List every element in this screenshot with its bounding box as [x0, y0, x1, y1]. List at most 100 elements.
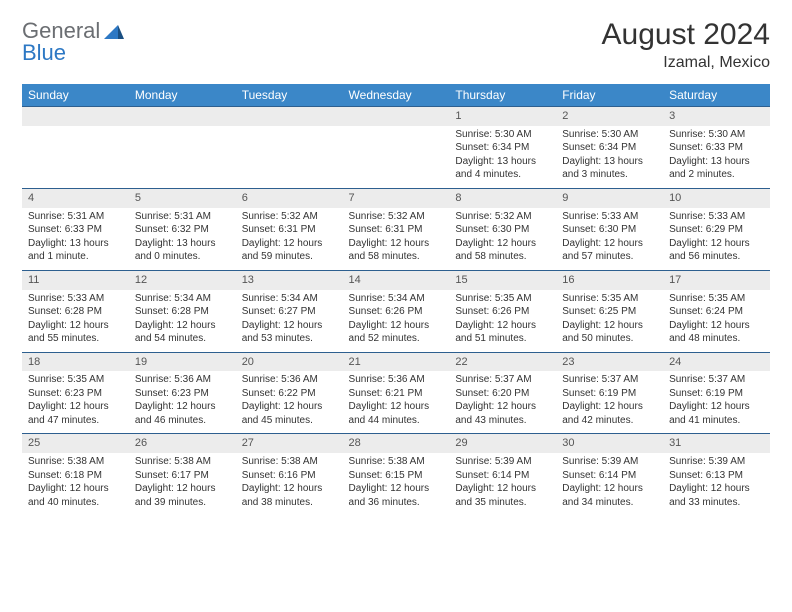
sunrise-line: Sunrise: 5:34 AM — [242, 292, 337, 306]
day-cell: 4Sunrise: 5:31 AMSunset: 6:33 PMDaylight… — [22, 188, 129, 270]
sunrise-line: Sunrise: 5:33 AM — [669, 210, 764, 224]
sunset-line: Sunset: 6:13 PM — [669, 469, 764, 483]
day-cell: 3Sunrise: 5:30 AMSunset: 6:33 PMDaylight… — [663, 107, 770, 189]
day-cell: 14Sunrise: 5:34 AMSunset: 6:26 PMDayligh… — [343, 270, 450, 352]
sunrise-line: Sunrise: 5:32 AM — [455, 210, 550, 224]
sunrise-line: Sunrise: 5:34 AM — [135, 292, 230, 306]
empty-day-number — [343, 107, 450, 126]
day-cell: 25Sunrise: 5:38 AMSunset: 6:18 PMDayligh… — [22, 434, 129, 515]
day-number: 29 — [449, 434, 556, 453]
day-cell: 1Sunrise: 5:30 AMSunset: 6:34 PMDaylight… — [449, 107, 556, 189]
sunrise-line: Sunrise: 5:38 AM — [135, 455, 230, 469]
day-number: 20 — [236, 353, 343, 372]
day-cell: 23Sunrise: 5:37 AMSunset: 6:19 PMDayligh… — [556, 352, 663, 434]
sunset-line: Sunset: 6:23 PM — [28, 387, 123, 401]
daylight-line: Daylight: 12 hours and 51 minutes. — [455, 319, 550, 346]
sunset-line: Sunset: 6:34 PM — [562, 141, 657, 155]
sunrise-line: Sunrise: 5:39 AM — [562, 455, 657, 469]
sunrise-line: Sunrise: 5:38 AM — [28, 455, 123, 469]
day-number: 8 — [449, 189, 556, 208]
sunset-line: Sunset: 6:30 PM — [455, 223, 550, 237]
day-cell: 31Sunrise: 5:39 AMSunset: 6:13 PMDayligh… — [663, 434, 770, 515]
sunrise-line: Sunrise: 5:31 AM — [28, 210, 123, 224]
day-number: 1 — [449, 107, 556, 126]
day-cell: 12Sunrise: 5:34 AMSunset: 6:28 PMDayligh… — [129, 270, 236, 352]
day-details: Sunrise: 5:37 AMSunset: 6:19 PMDaylight:… — [556, 371, 663, 433]
sunrise-line: Sunrise: 5:32 AM — [242, 210, 337, 224]
day-details: Sunrise: 5:38 AMSunset: 6:17 PMDaylight:… — [129, 453, 236, 515]
day-details: Sunrise: 5:35 AMSunset: 6:23 PMDaylight:… — [22, 371, 129, 433]
day-cell: 30Sunrise: 5:39 AMSunset: 6:14 PMDayligh… — [556, 434, 663, 515]
day-cell: 9Sunrise: 5:33 AMSunset: 6:30 PMDaylight… — [556, 188, 663, 270]
day-cell: 6Sunrise: 5:32 AMSunset: 6:31 PMDaylight… — [236, 188, 343, 270]
daylight-line: Daylight: 12 hours and 44 minutes. — [349, 400, 444, 427]
daylight-line: Daylight: 12 hours and 59 minutes. — [242, 237, 337, 264]
day-cell — [343, 107, 450, 189]
calendar-week-row: 25Sunrise: 5:38 AMSunset: 6:18 PMDayligh… — [22, 434, 770, 515]
sunset-line: Sunset: 6:26 PM — [455, 305, 550, 319]
sunrise-line: Sunrise: 5:36 AM — [349, 373, 444, 387]
sunrise-line: Sunrise: 5:38 AM — [349, 455, 444, 469]
daylight-line: Daylight: 12 hours and 47 minutes. — [28, 400, 123, 427]
daylight-line: Daylight: 12 hours and 53 minutes. — [242, 319, 337, 346]
sunrise-line: Sunrise: 5:37 AM — [455, 373, 550, 387]
sunrise-line: Sunrise: 5:35 AM — [562, 292, 657, 306]
day-details: Sunrise: 5:32 AMSunset: 6:31 PMDaylight:… — [343, 208, 450, 270]
day-number: 27 — [236, 434, 343, 453]
sunrise-line: Sunrise: 5:36 AM — [242, 373, 337, 387]
sunset-line: Sunset: 6:14 PM — [562, 469, 657, 483]
day-number: 24 — [663, 353, 770, 372]
header: General August 2024 Izamal, Mexico — [22, 18, 770, 72]
day-cell: 21Sunrise: 5:36 AMSunset: 6:21 PMDayligh… — [343, 352, 450, 434]
daylight-line: Daylight: 13 hours and 3 minutes. — [562, 155, 657, 182]
day-cell: 18Sunrise: 5:35 AMSunset: 6:23 PMDayligh… — [22, 352, 129, 434]
day-cell — [129, 107, 236, 189]
day-number: 17 — [663, 271, 770, 290]
day-cell: 15 Sunrise: 5:35 AMSunset: 6:26 PMDayligh… — [449, 270, 556, 352]
sunset-line: Sunset: 6:33 PM — [28, 223, 123, 237]
sunset-line: Sunset: 6:18 PM — [28, 469, 123, 483]
sunrise-line: Sunrise: 5:30 AM — [562, 128, 657, 142]
day-number: 15 — [449, 271, 556, 290]
daylight-line: Daylight: 12 hours and 56 minutes. — [669, 237, 764, 264]
daylight-line: Daylight: 12 hours and 58 minutes. — [455, 237, 550, 264]
day-details: Sunrise: 5:39 AMSunset: 6:14 PMDaylight:… — [449, 453, 556, 515]
empty-day — [343, 126, 450, 184]
sunset-line: Sunset: 6:16 PM — [242, 469, 337, 483]
sunset-line: Sunset: 6:19 PM — [562, 387, 657, 401]
sunset-line: Sunset: 6:31 PM — [242, 223, 337, 237]
weekday-header: Sunday — [22, 84, 129, 107]
sunset-line: Sunset: 6:32 PM — [135, 223, 230, 237]
day-details: Sunrise: 5:30 AMSunset: 6:34 PMDaylight:… — [556, 126, 663, 188]
day-details: Sunrise: 5:32 AMSunset: 6:31 PMDaylight:… — [236, 208, 343, 270]
sunrise-line: Sunrise: 5:35 AM — [28, 373, 123, 387]
month-title: August 2024 — [602, 18, 770, 52]
day-cell: 29Sunrise: 5:39 AMSunset: 6:14 PMDayligh… — [449, 434, 556, 515]
sunset-line: Sunset: 6:21 PM — [349, 387, 444, 401]
logo-text-blue: Blue — [22, 40, 66, 65]
daylight-line: Daylight: 12 hours and 50 minutes. — [562, 319, 657, 346]
sunrise-line: Sunrise: 5:30 AM — [669, 128, 764, 142]
day-details: Sunrise: 5:34 AMSunset: 6:27 PMDaylight:… — [236, 290, 343, 352]
daylight-line: Daylight: 12 hours and 45 minutes. — [242, 400, 337, 427]
day-number: 28 — [343, 434, 450, 453]
sunset-line: Sunset: 6:14 PM — [455, 469, 550, 483]
empty-day-number — [22, 107, 129, 126]
empty-day-number — [129, 107, 236, 126]
day-details: Sunrise: 5:39 AMSunset: 6:13 PMDaylight:… — [663, 453, 770, 515]
sunrise-line: Sunrise: 5:37 AM — [562, 373, 657, 387]
day-number: 14 — [343, 271, 450, 290]
sunset-line: Sunset: 6:25 PM — [562, 305, 657, 319]
day-number: 10 — [663, 189, 770, 208]
day-number: 23 — [556, 353, 663, 372]
weekday-header: Saturday — [663, 84, 770, 107]
empty-day — [129, 126, 236, 184]
day-number: 9 — [556, 189, 663, 208]
weekday-header-row: Sunday Monday Tuesday Wednesday Thursday… — [22, 84, 770, 107]
day-cell: 5Sunrise: 5:31 AMSunset: 6:32 PMDaylight… — [129, 188, 236, 270]
sunrise-line: Sunrise: 5:35 AM — [455, 292, 550, 306]
sunset-line: Sunset: 6:30 PM — [562, 223, 657, 237]
day-details: Sunrise: 5:38 AMSunset: 6:16 PMDaylight:… — [236, 453, 343, 515]
weekday-header: Friday — [556, 84, 663, 107]
daylight-line: Daylight: 12 hours and 52 minutes. — [349, 319, 444, 346]
